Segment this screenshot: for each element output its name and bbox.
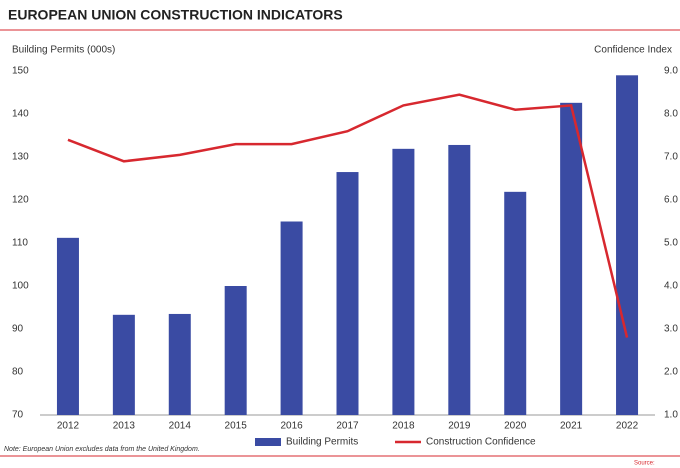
bar — [56, 237, 79, 415]
bar — [224, 286, 247, 415]
y2-tick-label: 6.0 — [664, 195, 678, 206]
line — [67, 93, 629, 338]
x-tick-label: 2017 — [336, 421, 359, 432]
y2-tick-label: 3.0 — [664, 324, 678, 335]
x-tick-label: 2018 — [392, 421, 415, 432]
y2-axis-label: Confidence Index — [594, 45, 672, 56]
y2-tick-label: 9.0 — [664, 66, 678, 77]
y2-tick-label: 5.0 — [664, 238, 678, 249]
y2-tick-label: 4.0 — [664, 281, 678, 292]
y-tick-label: 150 — [12, 66, 29, 77]
x-tick-label: 2015 — [225, 421, 248, 432]
y-tick-label: 140 — [12, 109, 29, 120]
bar — [280, 221, 303, 415]
bar — [504, 191, 527, 415]
x-tick-label: 2022 — [616, 421, 639, 432]
y-axis-label: Building Permits (000s) — [12, 45, 115, 56]
y2-tick-label: 8.0 — [664, 109, 678, 120]
x-tick-label: 2020 — [504, 421, 527, 432]
bar — [168, 313, 191, 415]
bar — [448, 144, 471, 415]
bar — [616, 75, 639, 416]
y-tick-label: 120 — [12, 195, 29, 206]
bar — [112, 314, 135, 415]
x-tick-label: 2021 — [560, 421, 583, 432]
y2-tick-label: 2.0 — [664, 367, 678, 378]
x-tick-label: 2013 — [113, 421, 136, 432]
y-tick-label: 70 — [12, 410, 24, 421]
x-tick-label: 2014 — [169, 421, 192, 432]
bar — [560, 102, 583, 415]
x-tick-label: 2019 — [448, 421, 471, 432]
legend-label: Building Permits — [286, 437, 358, 448]
bar — [392, 148, 415, 415]
y-tick-label: 110 — [12, 238, 28, 249]
chart-title: EUROPEAN UNION CONSTRUCTION INDICATORS — [8, 7, 343, 23]
note: Note: European Union excludes data from … — [4, 446, 200, 453]
source: Source: — [634, 461, 655, 467]
y2-tick-label: 7.0 — [664, 152, 678, 163]
y-tick-label: 100 — [12, 281, 29, 292]
x-tick-label: 2012 — [57, 421, 80, 432]
y-tick-label: 80 — [12, 367, 24, 378]
y-tick-label: 90 — [12, 324, 24, 335]
y-tick-label: 130 — [12, 152, 29, 163]
bar — [336, 172, 359, 415]
legend-label: Construction Confidence — [426, 437, 536, 448]
x-tick-label: 2016 — [280, 421, 303, 432]
legend-swatch — [255, 438, 281, 446]
y2-tick-label: 1.0 — [664, 410, 678, 421]
